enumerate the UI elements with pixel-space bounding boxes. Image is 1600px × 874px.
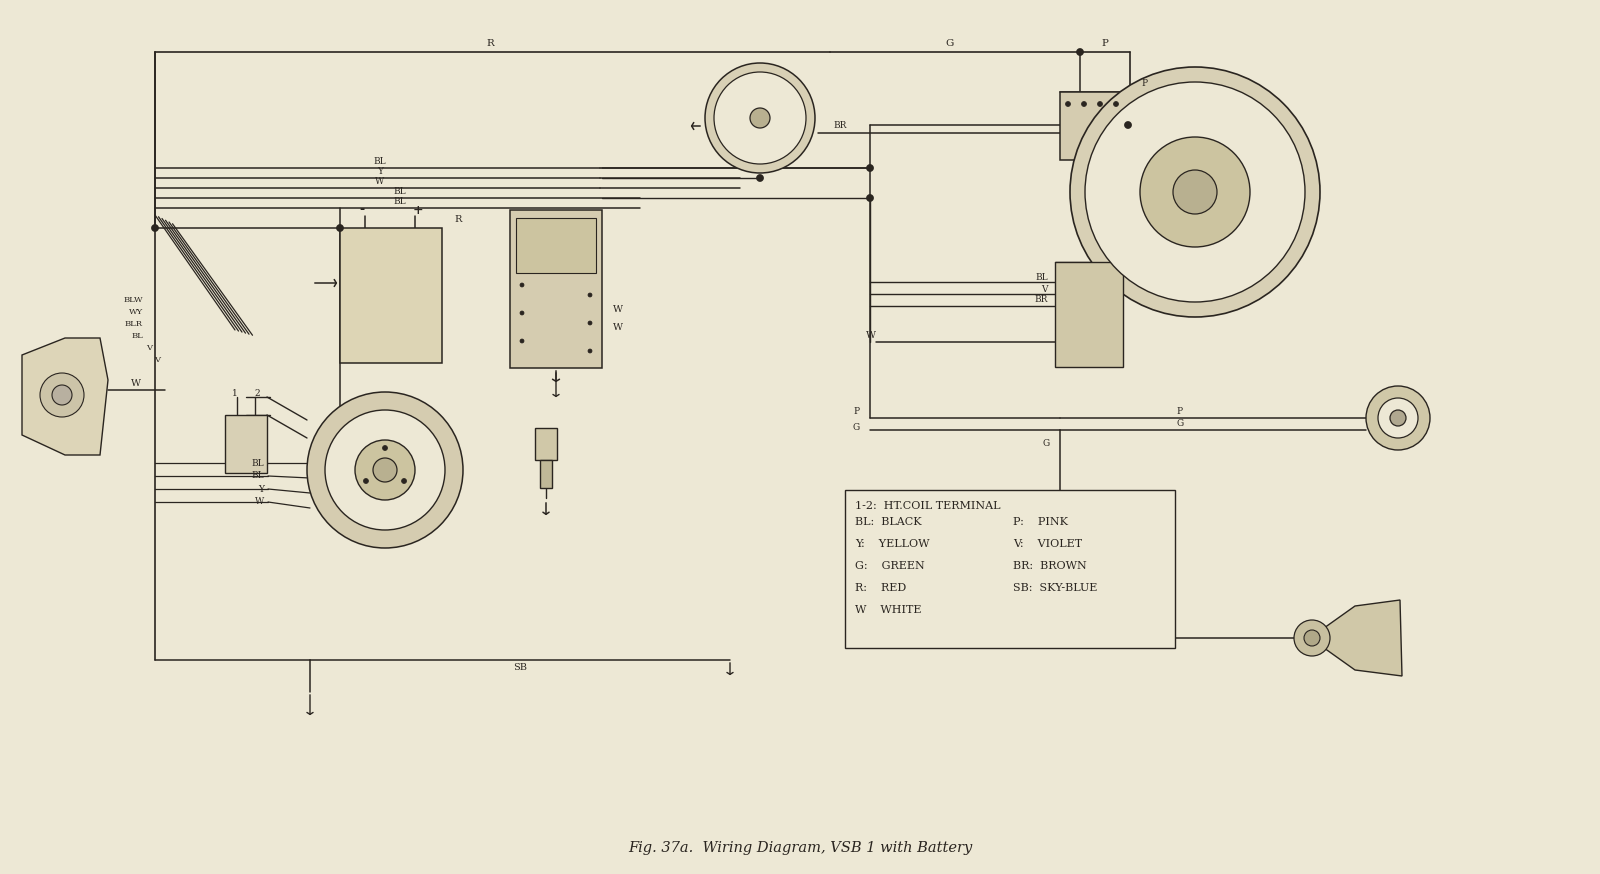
Text: SB:  SKY-BLUE: SB: SKY-BLUE	[1013, 583, 1098, 593]
Circle shape	[757, 175, 763, 182]
Text: P: P	[1178, 406, 1182, 415]
Circle shape	[1114, 101, 1118, 107]
Text: R: R	[486, 39, 494, 48]
Circle shape	[520, 283, 525, 287]
Text: G: G	[853, 424, 861, 433]
Text: BLR: BLR	[125, 320, 142, 328]
Circle shape	[750, 108, 770, 128]
Circle shape	[382, 446, 387, 450]
Text: BL: BL	[374, 156, 386, 165]
Text: BL: BL	[251, 459, 264, 468]
Text: SB: SB	[1123, 102, 1136, 112]
Text: +: +	[413, 204, 424, 217]
Circle shape	[867, 195, 874, 202]
Circle shape	[1125, 121, 1131, 128]
Bar	[541, 460, 552, 488]
Circle shape	[1077, 48, 1083, 56]
Circle shape	[336, 225, 344, 232]
Text: R:    RED: R: RED	[854, 583, 906, 593]
Text: WY: WY	[128, 308, 142, 316]
Bar	[1059, 92, 1128, 160]
Circle shape	[307, 392, 462, 548]
Circle shape	[706, 63, 814, 173]
Circle shape	[355, 440, 414, 500]
Text: BL:  BLACK: BL: BLACK	[854, 517, 922, 527]
Text: V: V	[1042, 286, 1048, 295]
Circle shape	[1366, 386, 1430, 450]
Circle shape	[589, 321, 592, 325]
Text: G: G	[1176, 419, 1184, 427]
Circle shape	[1070, 67, 1320, 317]
Text: P:    PINK: P: PINK	[1013, 517, 1069, 527]
Text: BR: BR	[1035, 295, 1048, 304]
Text: 2: 2	[254, 389, 259, 398]
Circle shape	[520, 311, 525, 315]
Circle shape	[589, 293, 592, 297]
Text: P: P	[854, 407, 861, 417]
Circle shape	[325, 410, 445, 530]
Text: R: R	[454, 216, 462, 225]
Text: 1-2:  HT.COIL TERMINAL: 1-2: HT.COIL TERMINAL	[854, 501, 1000, 511]
Text: V: V	[154, 356, 160, 364]
Bar	[1054, 262, 1123, 367]
Circle shape	[589, 349, 592, 353]
Text: G: G	[946, 39, 954, 48]
Text: W: W	[254, 497, 264, 507]
Bar	[510, 210, 602, 368]
Text: BLW: BLW	[123, 296, 142, 304]
Text: W: W	[613, 323, 622, 332]
Text: W: W	[376, 177, 384, 185]
Bar	[534, 428, 557, 460]
Text: BL: BL	[394, 197, 406, 205]
Text: BL: BL	[1035, 274, 1048, 282]
Bar	[515, 218, 595, 273]
Text: Y: Y	[258, 484, 264, 494]
Bar	[339, 228, 442, 363]
Text: P: P	[1142, 80, 1149, 88]
Text: W: W	[613, 306, 622, 315]
Bar	[845, 490, 1174, 648]
Circle shape	[1173, 170, 1218, 214]
Circle shape	[1378, 398, 1418, 438]
Text: Fig. 37a.  Wiring Diagram, VSB 1 with Battery: Fig. 37a. Wiring Diagram, VSB 1 with Bat…	[627, 841, 973, 855]
Circle shape	[520, 339, 525, 343]
Text: Y: Y	[378, 167, 382, 176]
Polygon shape	[1310, 600, 1402, 676]
Text: Y:    YELLOW: Y: YELLOW	[854, 539, 930, 549]
Circle shape	[373, 458, 397, 482]
Circle shape	[152, 225, 158, 232]
Text: V:    VIOLET: V: VIOLET	[1013, 539, 1082, 549]
Text: P: P	[1101, 39, 1109, 48]
Text: W: W	[866, 330, 877, 339]
Circle shape	[40, 373, 83, 417]
Text: 1: 1	[232, 389, 238, 398]
Text: BL: BL	[394, 186, 406, 196]
Circle shape	[1390, 410, 1406, 426]
Text: W: W	[131, 378, 141, 387]
Text: BR:  BROWN: BR: BROWN	[1013, 561, 1086, 571]
Text: G: G	[1043, 439, 1050, 447]
Circle shape	[1294, 620, 1330, 656]
Text: SB: SB	[514, 663, 526, 672]
Text: BL: BL	[131, 332, 142, 340]
Circle shape	[363, 478, 368, 483]
Circle shape	[402, 478, 406, 483]
Circle shape	[714, 72, 806, 164]
Polygon shape	[22, 338, 109, 455]
Circle shape	[1066, 101, 1070, 107]
Text: BR: BR	[834, 121, 846, 130]
Text: G:    GREEN: G: GREEN	[854, 561, 925, 571]
Circle shape	[51, 385, 72, 405]
Circle shape	[1139, 137, 1250, 247]
Text: W    WHITE: W WHITE	[854, 605, 922, 615]
Circle shape	[867, 164, 874, 171]
Text: V: V	[146, 344, 152, 352]
Circle shape	[1098, 101, 1102, 107]
Circle shape	[1082, 101, 1086, 107]
Text: BL: BL	[251, 471, 264, 481]
Circle shape	[1304, 630, 1320, 646]
Text: -: -	[360, 204, 365, 217]
Circle shape	[1085, 82, 1306, 302]
Bar	[226, 415, 267, 473]
